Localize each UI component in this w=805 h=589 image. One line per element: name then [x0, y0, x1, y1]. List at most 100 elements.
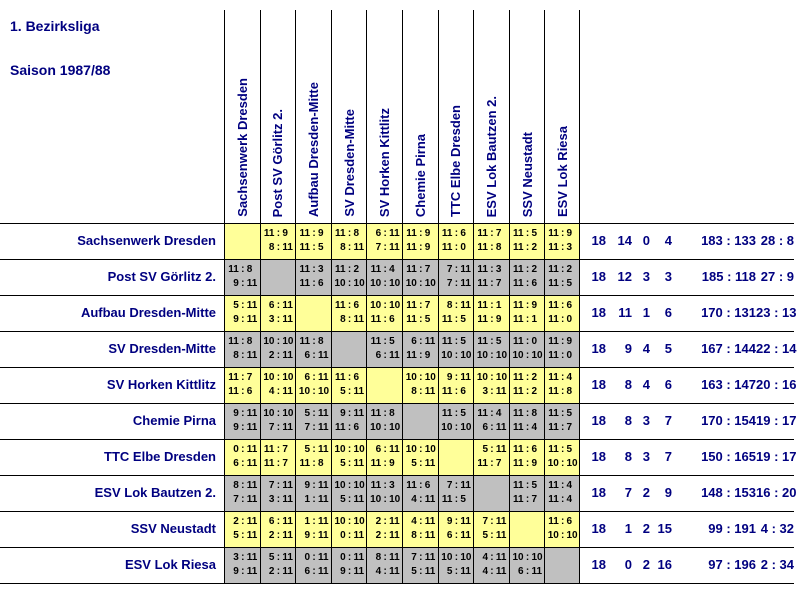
score-part: 6 [446, 530, 453, 541]
score-part: : [560, 264, 565, 275]
result-cell: 6:11 11:9 [401, 332, 438, 367]
result-matrix-row: 5:11 9:11 6:11 3:11 11:6 8:11 10:10 11:6 11:7 11:… [224, 296, 580, 331]
score-part: 8 [317, 336, 324, 347]
score-part: 10 [353, 480, 365, 491]
score-part: 6 [317, 278, 324, 289]
second-leg-score: 7:11 [226, 493, 260, 507]
stat-won: 14 [617, 233, 632, 248]
score-part: 11 [317, 494, 329, 505]
score-part: 11 [389, 228, 400, 239]
score-part: 11 [406, 314, 417, 325]
result-cell: 11:1 11:9 [473, 296, 509, 331]
score-part: 11 [513, 228, 524, 239]
score-part: 2 [566, 264, 573, 275]
score-part: 11 [282, 530, 293, 541]
first-leg-score: 11:7 [475, 227, 509, 241]
second-leg-score: 9:11 [226, 313, 260, 327]
team-name: Sachsenwerk Dresden [77, 233, 216, 248]
score-part: : [383, 444, 387, 455]
score-part: : [525, 566, 530, 577]
score-part: 3 [495, 264, 502, 275]
first-leg-score: 11:9 [511, 299, 545, 313]
first-leg-score: 11:5 [440, 407, 474, 421]
score-part: : [454, 350, 459, 361]
team-row: TTC Elbe Dresden 0:11 6:11 11:7 11:7 5:11 11:8… [0, 440, 796, 476]
stat-won: 9 [624, 341, 632, 356]
stat-lost: 6 [664, 377, 672, 392]
score-part: 11 [335, 300, 346, 311]
score-part: 11 [477, 300, 488, 311]
column-header: Chemie Pirna [401, 10, 438, 223]
first-leg-score: 11:5 [511, 479, 545, 493]
result-cell: 11:9 8:11 [259, 224, 296, 259]
stat-points-ratio: 2 : 34 [760, 557, 794, 572]
score-part: : [312, 566, 316, 577]
score-part: : [560, 228, 565, 239]
score-part: 9 [389, 458, 395, 469]
score-part: : [347, 422, 352, 433]
score-part: : [525, 314, 530, 325]
score-part: 10 [441, 350, 453, 361]
score-part: : [525, 480, 530, 491]
stat-sets-ratio: 170 : 131 [701, 305, 756, 320]
stat-games: 18 [591, 269, 606, 284]
first-leg-score: 10:10 [475, 371, 509, 385]
score-part: 10 [547, 458, 559, 469]
first-leg-score: 10:10 [333, 479, 367, 493]
score-part: 11 [406, 350, 417, 361]
first-leg-score: 10:10 [262, 407, 296, 421]
second-leg-score: 11:6 [333, 421, 367, 435]
score-part: 7 [495, 278, 502, 289]
score-part: 9 [233, 422, 239, 433]
score-part: : [419, 444, 423, 455]
score-part: 9 [531, 458, 538, 469]
first-leg-score: 11:3 [475, 263, 509, 277]
first-leg-score: 5:11 [262, 551, 296, 565]
score-part: : [525, 336, 530, 347]
score-part: : [312, 494, 316, 505]
score-part: 11 [548, 264, 559, 275]
stat-sets-ratio: 183 : 133 [701, 233, 756, 248]
score-part: : [419, 228, 423, 239]
first-leg-score: 11:5 [546, 407, 579, 421]
result-cell: 10:10 3:11 [473, 368, 509, 403]
stat-points-ratio: 19 : 17 [756, 413, 797, 428]
score-part: 5 [460, 336, 466, 347]
score-part: 9 [340, 566, 346, 577]
second-leg-score: 11:7 [546, 421, 579, 435]
score-part: 10 [566, 530, 578, 541]
score-part: 11 [282, 300, 293, 311]
result-cell: 11:8 8:11 [224, 332, 260, 367]
score-part: 11 [477, 458, 488, 469]
first-leg-score: 5:11 [297, 443, 331, 457]
second-leg-score: 5:11 [404, 565, 438, 579]
score-part: 1 [531, 314, 538, 325]
score-part: : [454, 494, 459, 505]
score-part: : [454, 264, 459, 275]
score-part: 11 [299, 228, 311, 239]
score-part: : [241, 314, 245, 325]
first-leg-score: 11:5 [440, 335, 474, 349]
first-leg-score: 11:9 [546, 335, 579, 349]
first-leg-score: 11:7 [404, 263, 438, 277]
result-cell: 11:5 10:10 [473, 332, 509, 367]
score-part: : [276, 480, 281, 491]
second-leg-score: 7:11 [440, 277, 474, 291]
score-part: 11 [548, 516, 559, 527]
score-part: 9 [424, 242, 431, 253]
first-leg-score: 11:9 [262, 227, 296, 241]
score-part: : [241, 386, 245, 397]
score-part: 11 [353, 566, 365, 577]
result-matrix-row: 9:11 9:11 10:10 7:11 5:11 7:11 9:11 11:6 11:8 10:… [224, 404, 580, 439]
score-part: : [525, 242, 530, 253]
result-cell: 2:11 5:11 [224, 512, 260, 547]
result-cell: 9:11 1:11 [295, 476, 331, 511]
score-part: : [241, 350, 245, 361]
score-part: 7 [282, 444, 288, 455]
first-leg-score: 9:11 [440, 371, 474, 385]
result-cell: 11:3 11:7 [473, 260, 509, 295]
score-part: 8 [566, 386, 573, 397]
score-part: 5 [566, 278, 573, 289]
first-leg-score: 11:6 [511, 443, 545, 457]
score-part: 11 [335, 228, 346, 239]
